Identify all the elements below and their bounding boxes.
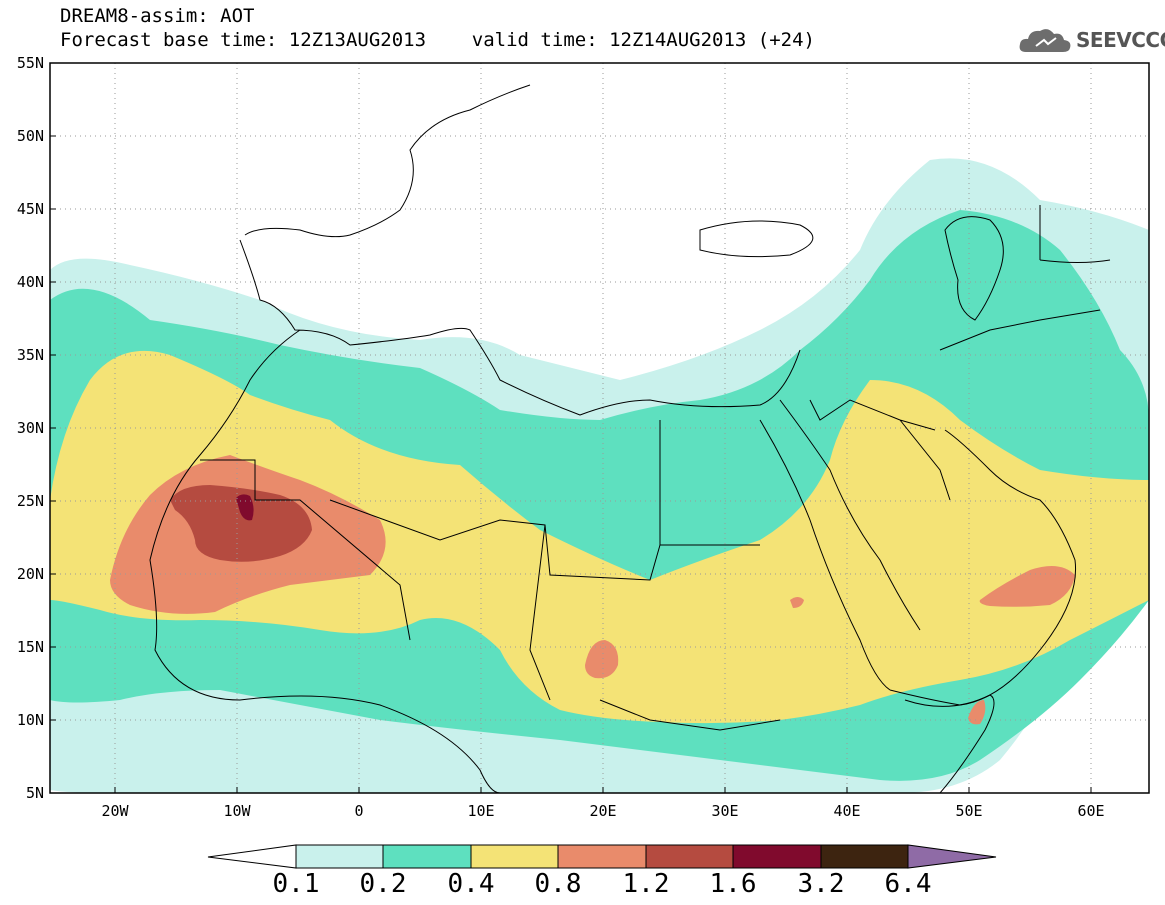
cloud-icon bbox=[1019, 29, 1071, 52]
colorbar-label: 0.8 bbox=[534, 869, 582, 899]
axis-ticks bbox=[50, 62, 1092, 793]
lon-label: 30E bbox=[711, 802, 739, 820]
colorbar-swatch-1.6 bbox=[732, 844, 822, 869]
colorbar-label: 1.2 bbox=[622, 869, 670, 899]
lon-label: 10W bbox=[223, 802, 251, 820]
aot-contour-0.8 bbox=[979, 566, 1075, 607]
lon-label: 20W bbox=[101, 802, 129, 820]
lat-label: 50N bbox=[16, 127, 44, 145]
coastline-europe-africa bbox=[149, 84, 801, 793]
caspian-sea bbox=[944, 216, 1004, 321]
lat-label: 25N bbox=[16, 492, 44, 510]
lat-label: 10N bbox=[16, 711, 44, 729]
colorbar-swatch-0.4 bbox=[470, 844, 559, 869]
lon-label: 50E bbox=[955, 802, 983, 820]
lat-label: 40N bbox=[16, 273, 44, 291]
borders-africa bbox=[200, 420, 781, 731]
colorbar-swatch-1.2 bbox=[645, 844, 734, 869]
lat-label: 45N bbox=[16, 200, 44, 218]
lon-label: 10E bbox=[467, 802, 495, 820]
lat-label: 55N bbox=[16, 54, 44, 72]
lat-label: 20N bbox=[16, 565, 44, 583]
aot-field bbox=[50, 158, 1149, 793]
borders-middle-east bbox=[809, 205, 1111, 501]
colorbar-swatch-0.1 bbox=[295, 844, 384, 869]
lon-label: 0 bbox=[354, 802, 364, 820]
colorbar-swatch-0.2 bbox=[382, 844, 472, 869]
aot-contour-0.8 bbox=[790, 597, 804, 608]
lon-label: 60E bbox=[1077, 802, 1105, 820]
aot-contour-0.8 bbox=[585, 640, 619, 679]
black-sea bbox=[699, 220, 814, 258]
lat-label: 35N bbox=[16, 346, 44, 364]
colorbar-label: 0.2 bbox=[359, 869, 407, 899]
coastlines-borders bbox=[149, 84, 1111, 793]
map-title: DREAM8-assim: AOT bbox=[60, 5, 255, 27]
colorbar bbox=[207, 844, 997, 869]
lon-label: 20E bbox=[589, 802, 617, 820]
seevccc-logo: SEEVCCC bbox=[1018, 24, 1165, 56]
colorbar-label: 0.1 bbox=[272, 869, 320, 899]
lat-label: 15N bbox=[16, 638, 44, 656]
coastline-red-sea bbox=[759, 399, 921, 691]
colorbar-lower-arrow bbox=[207, 844, 297, 869]
colorbar-swatch-0.8 bbox=[557, 844, 647, 869]
colorbar-label: 0.4 bbox=[447, 869, 495, 899]
aot-contour-1.2 bbox=[170, 485, 312, 562]
colorbar-label: 1.6 bbox=[709, 869, 757, 899]
colorbar-label: 3.2 bbox=[797, 869, 845, 899]
lat-label: 30N bbox=[16, 419, 44, 437]
colorbar-upper-arrow bbox=[907, 844, 997, 869]
map-subtitle-times: Forecast base time: 12Z13AUG2013 valid t… bbox=[60, 29, 815, 51]
aot-contour-0.4 bbox=[50, 350, 1149, 724]
logo-text: SEEVCCC bbox=[1076, 28, 1165, 52]
lon-label: 40E bbox=[833, 802, 861, 820]
graticule bbox=[50, 63, 1149, 793]
aot-contour-0.8 bbox=[968, 700, 986, 725]
colorbar-swatch-3.2 bbox=[820, 844, 909, 869]
colorbar-label: 6.4 bbox=[884, 869, 932, 899]
lat-label: 5N bbox=[25, 784, 44, 802]
coastline-horn bbox=[904, 694, 995, 793]
